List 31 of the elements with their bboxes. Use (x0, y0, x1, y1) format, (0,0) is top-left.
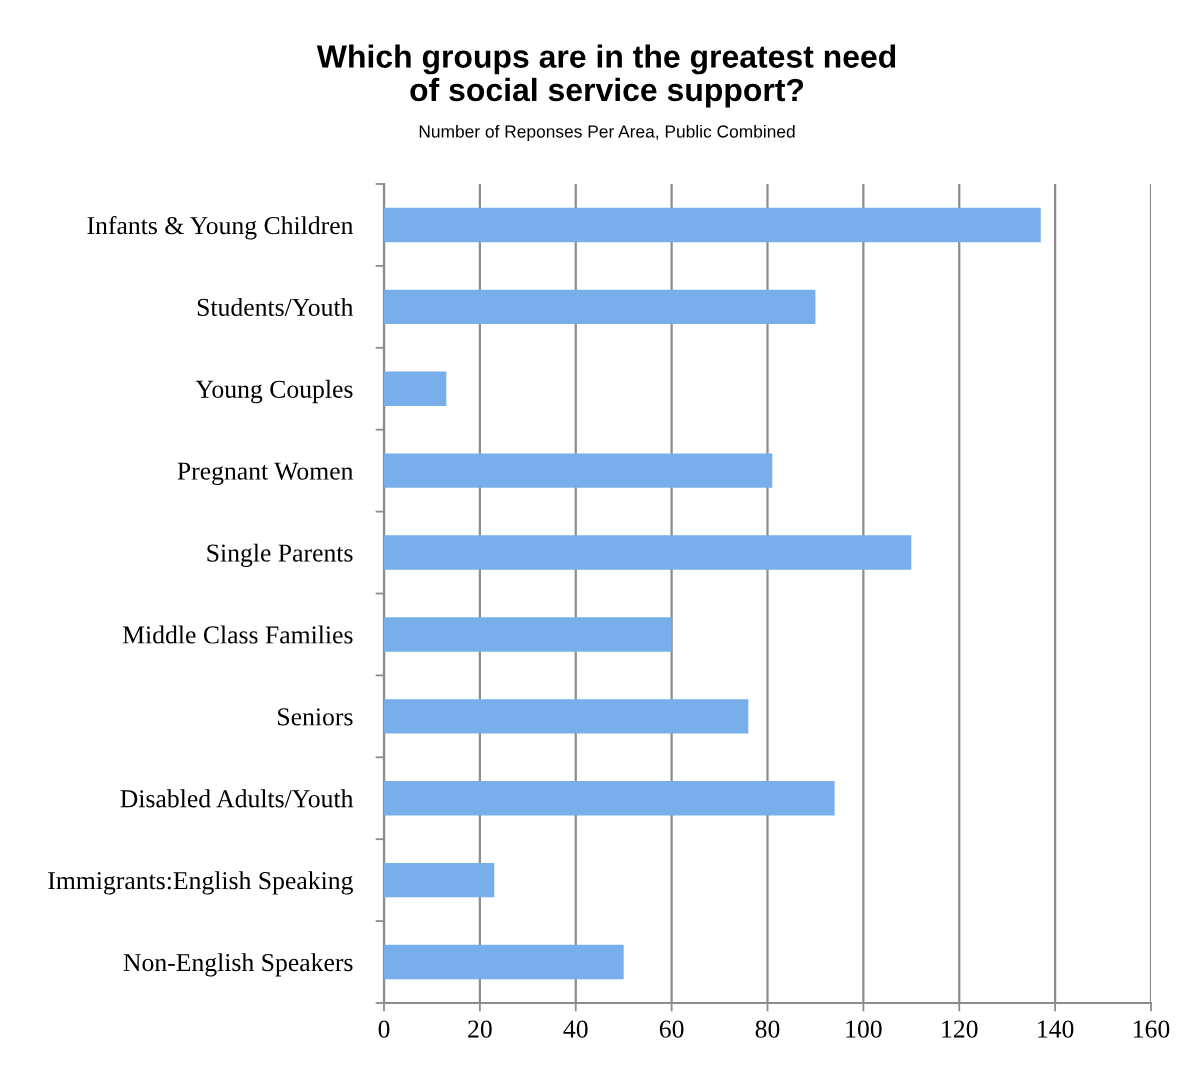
x-tick-label: 60 (659, 1020, 684, 1038)
x-tick-label: 20 (468, 1020, 492, 1038)
bar (384, 781, 835, 816)
bar (384, 371, 447, 406)
y-tick-label: Young Couples (195, 379, 353, 404)
y-tick-label: Middle Class Families (122, 625, 353, 644)
x-tick-label: 80 (755, 1020, 780, 1038)
bar (384, 207, 1041, 243)
y-tick-label: Non-English Speakers (123, 953, 353, 977)
y-tick-label: Infants & Young Children (87, 215, 354, 240)
bar (384, 944, 624, 980)
x-tick-label: 160 (1133, 1020, 1170, 1038)
x-tick-label: 40 (563, 1020, 588, 1038)
chart-subtitle: Number of Reponses Per Area, Public Combined (419, 124, 795, 142)
bar (384, 535, 912, 570)
bar (384, 289, 816, 325)
y-tick-label: Students/Youth (197, 297, 354, 317)
bar (384, 453, 773, 488)
y-tick-label: Pregnant Women (177, 462, 354, 486)
bar (384, 617, 672, 652)
bar (384, 699, 749, 734)
y-tick-label: Single Parents (207, 543, 353, 568)
bar (384, 862, 495, 898)
x-tick-label: 140 (1038, 1020, 1074, 1038)
x-tick-label: 0 (378, 1020, 390, 1038)
y-tick-label: Disabled Adults/Youth (120, 789, 354, 808)
y-tick-label: Immigrants:English Speaking (48, 871, 353, 895)
x-tick-label: 100 (846, 1020, 882, 1038)
y-tick-label: Seniors (278, 708, 353, 726)
chart-title: Which groups are in the greatest need of social service support? (316, 44, 896, 108)
x-tick-label: 120 (942, 1020, 978, 1038)
